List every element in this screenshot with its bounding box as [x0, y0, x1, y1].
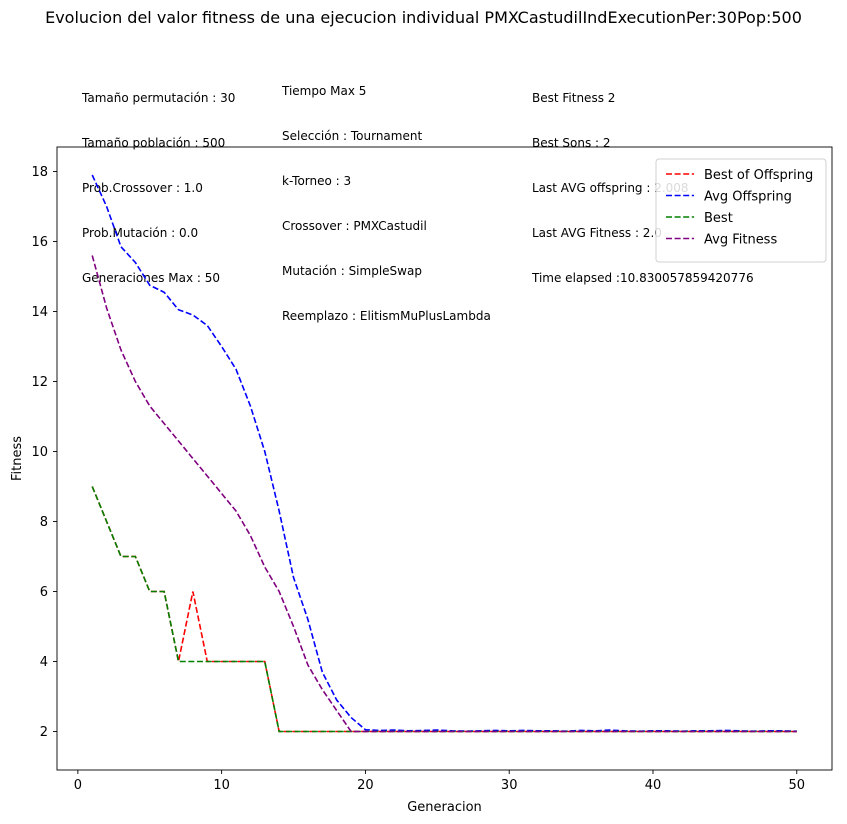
- info-line: Tamaño permutación : 30: [82, 91, 236, 105]
- y-tick-label: 18: [31, 165, 48, 180]
- legend-label: Best: [704, 211, 733, 226]
- series-line-1: [91, 174, 797, 733]
- info-line: Mutación : SimpleSwap: [282, 264, 422, 278]
- y-axis-label: Fitness: [10, 436, 25, 481]
- y-tick-label: 2: [40, 725, 48, 740]
- y-tick-label: 4: [40, 655, 48, 670]
- info-line: Selección : Tournament: [282, 129, 423, 143]
- info-line: Reemplazo : ElitismMuPlusLambda: [282, 309, 491, 323]
- info-line: Prob.Crossover : 1.0: [82, 181, 203, 195]
- y-tick-label: 16: [31, 235, 48, 250]
- legend-label: Avg Fitness: [704, 233, 777, 248]
- info-line: Tamaño población : 500: [82, 136, 226, 150]
- info-line: Time elapsed :10.830057859420776: [532, 271, 754, 285]
- legend-label: Best of Offspring: [704, 168, 813, 183]
- y-tick-label: 6: [40, 585, 48, 600]
- legend-label: Avg Offspring: [704, 190, 792, 205]
- series-line-0: [91, 486, 797, 733]
- chart-title: Evolucion del valor fitness de una ejecu…: [45, 8, 802, 27]
- y-tick-label: 14: [31, 305, 48, 320]
- x-tick-label: 10: [213, 778, 230, 793]
- info-line: Prob.Mutación : 0.0: [82, 226, 199, 240]
- info-line: Tiempo Max 5: [282, 84, 367, 98]
- plot-frame: [56, 146, 833, 771]
- parameters-block: Tamaño permutación : 30 Tamaño población…: [82, 61, 235, 301]
- x-tick-label: 0: [74, 778, 82, 793]
- x-tick-label: 20: [357, 778, 374, 793]
- y-tick-label: 8: [40, 515, 48, 530]
- operators-block: Tiempo Max 5 Selección : Tournament k-To…: [282, 54, 491, 339]
- y-tick-label: 12: [31, 375, 48, 390]
- series-line-3: [91, 255, 797, 733]
- info-line: Crossover : PMXCastudil: [282, 219, 427, 233]
- legend-box: [655, 158, 827, 263]
- info-line: Last AVG Fitness : 2.0: [532, 226, 662, 240]
- info-line: Best Sons : 2: [532, 136, 611, 150]
- info-line: Best Fitness 2: [532, 91, 616, 105]
- x-tick-label: 40: [645, 778, 662, 793]
- y-tick-label: 10: [31, 445, 48, 460]
- x-tick-label: 30: [501, 778, 518, 793]
- x-tick-label: 50: [788, 778, 805, 793]
- x-axis-label: Generacion: [407, 800, 482, 815]
- series-line-2: [91, 486, 797, 733]
- info-line: k-Torneo : 3: [282, 174, 352, 188]
